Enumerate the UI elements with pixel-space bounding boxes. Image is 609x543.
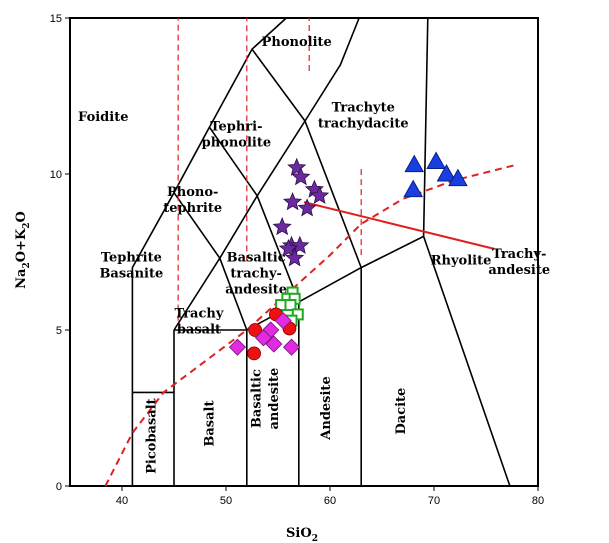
- field-label-vertical: Dacite: [394, 388, 409, 435]
- field-label: Foidite: [78, 110, 128, 125]
- x-axis-label: SiO2: [286, 526, 318, 543]
- field-label: Tephri-phonolite: [202, 119, 272, 150]
- circle-marker: [248, 323, 263, 337]
- field-label-vertical: Basalt: [203, 401, 218, 447]
- field-label: Rhyolite: [431, 253, 492, 268]
- star-marker: [310, 185, 330, 204]
- y-axis-label: Na2O+K2O: [14, 211, 32, 289]
- field-label-vertical: Basaltic: [249, 369, 264, 428]
- y-tick-label: 15: [50, 13, 62, 25]
- y-tick-label: 10: [50, 169, 62, 181]
- field-boundary: [131, 17, 287, 393]
- triangle-marker: [436, 163, 457, 182]
- field-label: Tephrite Basanite: [99, 250, 163, 281]
- field-boundary: [173, 192, 248, 331]
- diamond-marker: [282, 338, 301, 356]
- field-boundary: [422, 236, 511, 487]
- callout-line: [303, 201, 495, 250]
- star-marker: [297, 198, 317, 217]
- field-boundary: [208, 126, 300, 303]
- star-marker: [272, 216, 292, 236]
- star-marker: [283, 192, 303, 211]
- star-marker: [291, 167, 311, 186]
- x-tick-label: 50: [220, 495, 232, 507]
- plot-frame: [69, 17, 539, 487]
- field-label-vertical: Picobasalt: [144, 398, 159, 474]
- field-boundary: [173, 17, 360, 331]
- field-label-vertical: Andesite: [319, 376, 334, 440]
- field-label: Basaltic trachy-andesite: [225, 250, 287, 297]
- field-label: Phonolite: [262, 35, 332, 50]
- x-tick-label: 60: [324, 495, 336, 507]
- diamond-marker: [254, 329, 273, 347]
- circle-marker: [247, 346, 261, 361]
- triangle-marker: [426, 151, 446, 170]
- diamond-marker: [265, 335, 283, 353]
- field-boundary: [251, 48, 362, 268]
- star-marker: [290, 235, 310, 254]
- diamond-marker: [274, 312, 292, 330]
- star-marker: [285, 248, 305, 267]
- field-label: Trachyte trachydacite: [318, 101, 409, 132]
- x-tick-label: 70: [428, 495, 440, 507]
- field-label-vertical: andesite: [267, 368, 282, 430]
- x-tick-label: 40: [116, 495, 128, 507]
- triangle-marker: [404, 154, 425, 173]
- open-square-marker: [291, 308, 304, 321]
- open-square-marker: [284, 299, 297, 312]
- field-label: Trachy basalt: [174, 307, 223, 338]
- field-label: Phono-tephrite: [163, 185, 222, 216]
- field-boundary: [174, 17, 429, 331]
- star-marker: [278, 238, 298, 258]
- callout-label: Trachy-andesite: [488, 247, 550, 278]
- triangle-marker: [403, 179, 424, 198]
- y-tick-label: 5: [56, 325, 62, 337]
- y-tick-label: 0: [56, 481, 62, 493]
- triangle-marker: [448, 168, 468, 187]
- x-tick-label: 80: [532, 495, 544, 507]
- diamond-marker: [228, 338, 247, 356]
